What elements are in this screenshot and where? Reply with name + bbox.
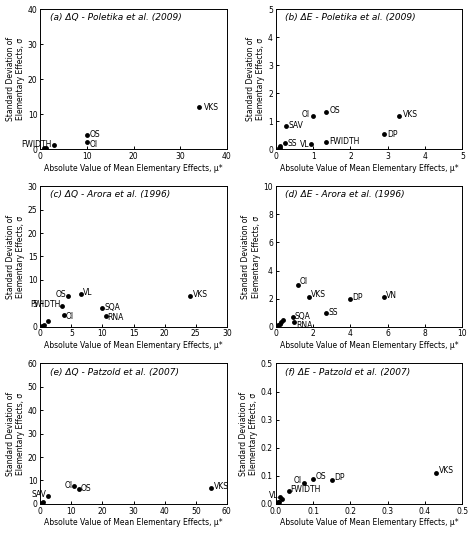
Text: OI: OI xyxy=(89,140,97,149)
Text: OS: OS xyxy=(56,290,66,300)
Y-axis label: Standard Deviation of
Elementary Effects, σ: Standard Deviation of Elementary Effects… xyxy=(6,214,25,298)
Text: OI: OI xyxy=(302,110,310,119)
Y-axis label: Standard Deviation of
Elementary Effects, σ: Standard Deviation of Elementary Effects… xyxy=(246,37,265,122)
Text: DP: DP xyxy=(334,473,345,482)
Text: RNA: RNA xyxy=(108,313,124,322)
Text: RNA: RNA xyxy=(296,321,313,330)
Text: (c) ΔQ - Arora et al. (1996): (c) ΔQ - Arora et al. (1996) xyxy=(50,190,170,199)
Text: VL: VL xyxy=(268,491,278,500)
Text: VL: VL xyxy=(300,140,310,149)
Text: FWIDTH: FWIDTH xyxy=(30,300,60,309)
X-axis label: Absolute Value of Mean Elementary Effects, μ*: Absolute Value of Mean Elementary Effect… xyxy=(280,519,458,528)
X-axis label: Absolute Value of Mean Elementary Effects, μ*: Absolute Value of Mean Elementary Effect… xyxy=(280,341,458,350)
Text: OI: OI xyxy=(294,477,302,486)
X-axis label: Absolute Value of Mean Elementary Effects, μ*: Absolute Value of Mean Elementary Effect… xyxy=(44,164,223,173)
X-axis label: Absolute Value of Mean Elementary Effects, μ*: Absolute Value of Mean Elementary Effect… xyxy=(280,164,458,173)
Text: VKS: VKS xyxy=(439,466,454,475)
Y-axis label: Standard Deviation of
Elementary Effects, σ: Standard Deviation of Elementary Effects… xyxy=(241,214,261,298)
Text: (b) ΔE - Poletika et al. (2009): (b) ΔE - Poletika et al. (2009) xyxy=(285,13,416,22)
Text: OS: OS xyxy=(315,472,326,481)
Text: (d) ΔE - Arora et al. (1996): (d) ΔE - Arora et al. (1996) xyxy=(285,190,405,199)
Text: VKS: VKS xyxy=(403,110,418,119)
Text: FWIDTH: FWIDTH xyxy=(291,486,321,494)
Text: SAV: SAV xyxy=(32,490,46,499)
Text: OS: OS xyxy=(89,130,100,139)
Text: DP: DP xyxy=(388,130,398,139)
X-axis label: Absolute Value of Mean Elementary Effects, μ*: Absolute Value of Mean Elementary Effect… xyxy=(44,519,223,528)
Text: SQA: SQA xyxy=(104,303,120,311)
Text: VN: VN xyxy=(386,292,397,300)
Text: FWIDTH: FWIDTH xyxy=(329,137,359,146)
Text: (f) ΔE - Patzold et al. (2007): (f) ΔE - Patzold et al. (2007) xyxy=(285,368,410,377)
Text: VKS: VKS xyxy=(214,482,229,491)
Text: SS: SS xyxy=(328,308,337,317)
Text: SQA: SQA xyxy=(294,312,310,321)
Text: OS: OS xyxy=(329,106,340,115)
Y-axis label: Standard Deviation of
Elementary Effects, σ: Standard Deviation of Elementary Effects… xyxy=(6,37,25,122)
Text: (a) ΔQ - Poletika et al. (2009): (a) ΔQ - Poletika et al. (2009) xyxy=(50,13,182,22)
Text: OI: OI xyxy=(65,481,73,490)
Text: VL: VL xyxy=(82,288,92,297)
X-axis label: Absolute Value of Mean Elementary Effects, μ*: Absolute Value of Mean Elementary Effect… xyxy=(44,341,223,350)
Text: SAV: SAV xyxy=(289,121,304,130)
Text: DP: DP xyxy=(352,293,363,302)
Y-axis label: Standard Deviation of
Elementary Effects, σ: Standard Deviation of Elementary Effects… xyxy=(239,392,258,476)
Text: SS: SS xyxy=(288,139,297,148)
Text: OI: OI xyxy=(300,277,308,286)
Text: FWIDTH: FWIDTH xyxy=(21,140,52,149)
Text: VKS: VKS xyxy=(311,290,326,299)
Text: VKS: VKS xyxy=(192,290,208,300)
Text: OS: OS xyxy=(81,484,91,493)
Y-axis label: Standard Deviation of
Elementary Effects, σ: Standard Deviation of Elementary Effects… xyxy=(6,392,25,476)
Text: OI: OI xyxy=(66,312,74,321)
Text: (e) ΔQ - Patzold et al. (2007): (e) ΔQ - Patzold et al. (2007) xyxy=(50,368,179,377)
Text: VKS: VKS xyxy=(203,103,219,112)
